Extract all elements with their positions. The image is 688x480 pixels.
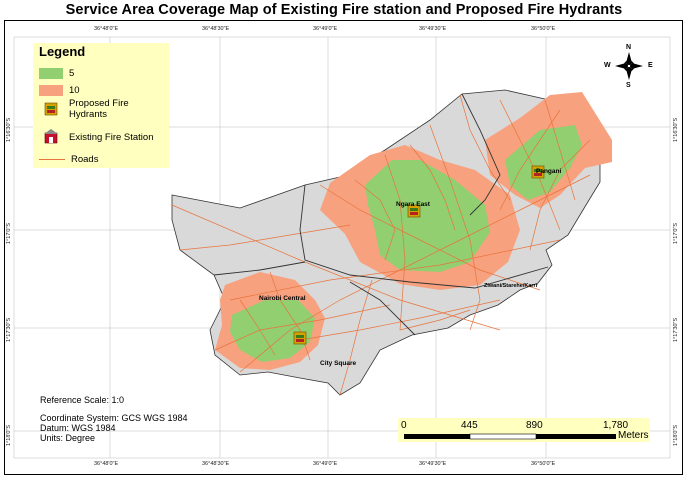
reference-scale-text: Reference Scale: 1:0: [40, 395, 125, 405]
place-label-nairobi-central: Nairobi Central: [259, 295, 306, 302]
roads: [171, 94, 591, 396]
hydrant-pangani: [531, 165, 545, 179]
datum-text: Datum: WGS 1984: [40, 423, 116, 433]
scale-label-0: 0: [401, 420, 407, 431]
lon-tick: 36°49'0"E: [313, 461, 338, 467]
ward-boundaries: [213, 93, 549, 336]
legend-item-hydrant: Proposed Fire Hydrants: [39, 98, 169, 120]
map-title: Service Area Coverage Map of Existing Fi…: [65, 2, 623, 18]
hydrant-icon: [43, 101, 59, 117]
lon-tick-top: 36°48'0"E: [94, 26, 119, 32]
scale-unit-label: Meters: [618, 430, 649, 441]
legend-item-5: 5: [39, 65, 74, 81]
place-label-pangani: Pangani: [536, 168, 562, 175]
lat-tick: 1°18'0"S: [6, 424, 12, 446]
roads-swatch: [39, 158, 65, 160]
legend-item-fire-station: Existing Fire Station: [39, 129, 153, 145]
units-text: Units: Degree: [40, 433, 96, 443]
scale-label-1780: 1,780: [603, 420, 629, 431]
lon-tick: 36°50'0"E: [531, 461, 556, 467]
compass-n: N: [626, 44, 632, 51]
lat-tick-right: 1°16'30"S: [673, 117, 679, 142]
lon-tick: 36°48'0"E: [94, 461, 119, 467]
compass-e: E: [648, 62, 653, 69]
scale-bar: [404, 433, 616, 440]
lat-tick-right: 1°17'0"S: [673, 222, 679, 244]
lat-tick-right: 1°18'0"S: [673, 424, 679, 446]
zone10-swatch: [39, 84, 63, 96]
lon-tick-top: 36°48'30"E: [202, 26, 230, 32]
place-label-ziwani: Ziwani/Starehe/Karrr: [484, 283, 538, 289]
legend-item-roads: Roads: [39, 151, 98, 167]
lon-tick-top: 36°50'0"E: [531, 26, 556, 32]
scale-label-890: 890: [526, 420, 543, 431]
lon-tick-top: 36°49'0"E: [313, 26, 338, 32]
north-arrow-icon: [615, 52, 643, 80]
place-label-city-square: City Square: [320, 360, 357, 367]
fire-station-icon: [43, 129, 59, 145]
legend-item-10: 10: [39, 82, 80, 98]
map-frame: [4, 20, 683, 475]
scale-label-445: 445: [461, 420, 478, 431]
compass-s: S: [626, 82, 631, 89]
lat-tick: 1°16'30"S: [6, 117, 12, 142]
hydrant-ngara-east: [407, 204, 421, 218]
lat-tick: 1°17'0"S: [6, 222, 12, 244]
lon-tick-top: 36°49'30"E: [419, 26, 447, 32]
lat-tick: 1°17'30"S: [6, 317, 12, 342]
compass-w: W: [604, 62, 611, 69]
legend-heading: Legend: [39, 44, 86, 59]
place-label-ngara-east: Ngara East: [396, 201, 430, 208]
lat-tick-right: 1°17'30"S: [673, 317, 679, 342]
lon-tick: 36°49'30"E: [419, 461, 447, 467]
hydrant-nairobi-central: [293, 331, 307, 345]
legend-panel: Legend 5 10 Proposed Fire Hydrants Exist…: [33, 43, 169, 168]
coordinate-system-text: Coordinate System: GCS WGS 1984: [40, 413, 188, 423]
zone5-swatch: [39, 67, 63, 79]
lon-tick: 36°48'30"E: [202, 461, 230, 467]
